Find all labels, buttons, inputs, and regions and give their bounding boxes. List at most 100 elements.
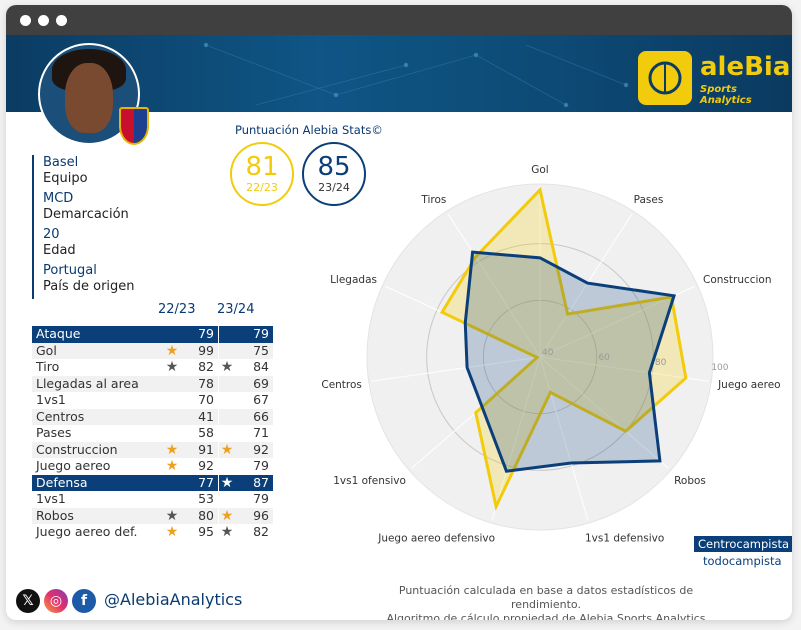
- value-2223: 70: [198, 392, 214, 408]
- season-header: 22/23: [158, 302, 196, 317]
- star-icon: [218, 326, 235, 343]
- team-label: Equipo: [43, 171, 88, 186]
- player-info: Basel Equipo MCD Demarcación 20 Edad Por…: [32, 155, 135, 299]
- value-2324: 92: [235, 441, 273, 458]
- stat-label: Juego aereo def.: [36, 524, 138, 540]
- app-window: aleBia Sports Analytics Basel Equipo MCD…: [6, 5, 792, 620]
- x-icon[interactable]: 𝕏: [16, 589, 40, 613]
- value-2324: 79: [253, 491, 269, 507]
- value-2223: 95: [198, 524, 214, 540]
- star-icon: [218, 425, 235, 442]
- value-2223: 91: [180, 441, 219, 458]
- legend-role: Centrocampista: [694, 536, 792, 552]
- radar-axis-label: Gol: [531, 164, 548, 176]
- radar-axis-label: 1vs1 ofensivo: [333, 475, 406, 487]
- radar-point: [539, 189, 541, 191]
- value-2324: 75: [235, 342, 273, 359]
- score-value: 81: [245, 152, 279, 182]
- stat-label: Ataque: [32, 326, 164, 343]
- window-dot-icon[interactable]: [38, 15, 49, 26]
- star-icon: [218, 392, 235, 409]
- stat-label: Llegadas al area: [32, 375, 164, 392]
- position-label: Demarcación: [43, 207, 129, 222]
- network-pattern: [203, 42, 629, 108]
- value-2223: 92: [198, 458, 214, 474]
- facebook-icon[interactable]: f: [72, 589, 96, 613]
- footer-note-line: Algoritmo de cálculo propiedad de Alebia…: [386, 612, 706, 620]
- star-icon: ★: [218, 507, 235, 524]
- table-row: Pases 58 71: [32, 425, 273, 442]
- radar-axis-label: Pases: [634, 194, 664, 206]
- radar-point: [536, 356, 538, 358]
- table-row: Juego aereo def. ★ 95 ★ 82: [32, 524, 273, 541]
- radar-point: [673, 295, 675, 297]
- window-dot-icon[interactable]: [56, 15, 67, 26]
- radar-point: [648, 372, 650, 374]
- radar-tick-label: 80: [655, 358, 667, 368]
- table-row: Gol ★ 99 75: [32, 342, 273, 359]
- radar-point: [464, 322, 466, 324]
- table-section-row: Defensa 77 ★ 87: [32, 474, 273, 491]
- radar-axis-label: Robos: [674, 475, 706, 487]
- stat-label: Pases: [36, 425, 72, 441]
- value-2223: 53: [198, 491, 214, 507]
- social-handle[interactable]: @AlebiaAnalytics: [104, 590, 243, 609]
- instagram-icon[interactable]: ◎: [44, 589, 68, 613]
- radar-series-22-23: [439, 186, 688, 512]
- radar-point: [539, 257, 541, 259]
- star-icon: ★: [165, 359, 179, 376]
- value-2324: 69: [235, 375, 273, 392]
- radar-point: [549, 391, 551, 393]
- star-icon: [218, 408, 235, 425]
- table-row: Juego aereo ★ 92 79: [32, 458, 273, 475]
- team-value: Basel: [43, 155, 79, 170]
- radar-point: [659, 460, 661, 462]
- value-2324: 87: [235, 474, 273, 491]
- radar-axis-label: Juego aereo: [717, 379, 781, 391]
- window-dot-icon[interactable]: [20, 15, 31, 26]
- value-2223: 99: [180, 342, 219, 359]
- stat-label: Centros: [32, 408, 164, 425]
- star-icon: ★: [165, 458, 179, 475]
- table-row: 1vs1 70 67: [32, 392, 273, 409]
- radar-point: [570, 462, 572, 464]
- season-header: 23/24: [217, 302, 255, 317]
- radar-point: [495, 506, 497, 508]
- radar-point: [505, 470, 507, 472]
- value-2324: 67: [253, 392, 269, 408]
- table-section-row: Ataque 79 79: [32, 326, 273, 343]
- stat-label: Robos: [32, 507, 164, 524]
- club-crest: [119, 107, 149, 145]
- title-bar: [6, 5, 792, 35]
- radar-point: [472, 251, 474, 253]
- radar-axis-label: Centros: [321, 379, 362, 391]
- score-value: 85: [317, 152, 351, 182]
- table-row: 1vs1 53 79: [32, 491, 273, 508]
- star-icon: ★: [164, 342, 180, 359]
- stat-label: Gol: [32, 342, 164, 359]
- radar-axis-label: Construccion: [703, 274, 772, 286]
- radar-axis-label: 1vs1 defensivo: [585, 532, 664, 544]
- age-value: 20: [43, 227, 60, 242]
- radar-point: [481, 406, 483, 408]
- radar-spoke: [539, 356, 669, 469]
- radar-point: [567, 313, 569, 315]
- value-2223: 58: [198, 425, 214, 441]
- stats-table: Ataque 79 79 Gol ★ 99 75 Tiro ★ 82 ★ 84 Llegadas al …: [32, 326, 273, 541]
- stat-label: Construccion: [32, 441, 164, 458]
- value-2223: 41: [180, 408, 219, 425]
- radar-series-23-24: [463, 250, 676, 473]
- radar-chart: 40 60 80 100 Gol Pases Construccion Juego aereo…: [321, 164, 781, 544]
- star-icon: [218, 342, 235, 359]
- radar-tick-label: 40: [542, 348, 554, 358]
- star-icon: [164, 326, 180, 343]
- star-icon: ★: [218, 359, 235, 376]
- table-row: Tiro ★ 82 ★ 84: [32, 359, 273, 376]
- radar-spoke: [371, 356, 541, 382]
- star-icon: [164, 474, 180, 491]
- value-2324: 96: [235, 507, 273, 524]
- star-icon: [164, 375, 180, 392]
- radar-point: [475, 256, 477, 258]
- value-2324: 84: [253, 359, 269, 375]
- radar-axis-label: Tiros: [420, 194, 446, 206]
